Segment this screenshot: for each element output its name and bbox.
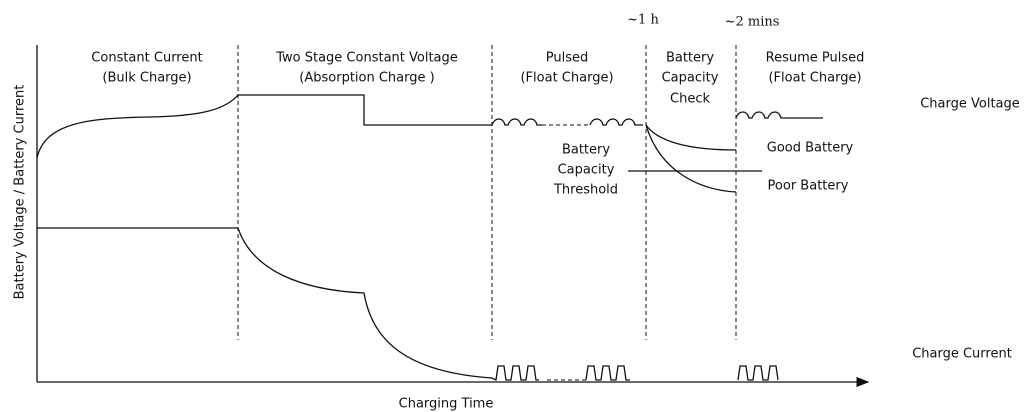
voltage-curve	[36, 94, 542, 159]
phase-label: Constant Current	[91, 51, 202, 66]
phase-label: (Absorption Charge )	[299, 71, 434, 86]
threshold-label: Battery	[562, 143, 610, 158]
phase-label: Two Stage Constant Voltage	[275, 51, 458, 66]
curve-label: Charge Current	[912, 347, 1012, 362]
phase-label: Pulsed	[546, 51, 589, 66]
timing: ~2 mins	[725, 15, 780, 30]
timing: ~1 h	[627, 13, 659, 28]
good-battery-curve	[645, 124, 737, 151]
phase-label: (Bulk Charge)	[102, 71, 191, 86]
voltage-curve	[735, 111, 823, 119]
phase-label: Battery	[666, 51, 714, 66]
threshold-label: Capacity	[558, 163, 615, 178]
phase-label: (Float Charge)	[520, 71, 613, 86]
poor-battery-curve	[645, 124, 737, 193]
curve-label: Good Battery	[767, 141, 854, 156]
y-axis-label: Battery Voltage / Battery Current	[13, 85, 28, 300]
phase-label: Resume Pulsed	[766, 51, 865, 66]
phase-label: Capacity	[662, 71, 719, 86]
curve-label: Poor Battery	[768, 179, 849, 194]
current-curve	[585, 365, 630, 381]
voltage-curve	[589, 118, 643, 126]
current-curve	[37, 227, 539, 381]
x-axis-label: Charging Time	[399, 397, 494, 412]
phase-label: Check	[670, 92, 710, 107]
current-curve	[737, 365, 779, 381]
curve-label: Charge Voltage	[920, 97, 1020, 112]
threshold-label: Threshold	[553, 183, 618, 198]
phase-label: (Float Charge)	[768, 71, 861, 86]
